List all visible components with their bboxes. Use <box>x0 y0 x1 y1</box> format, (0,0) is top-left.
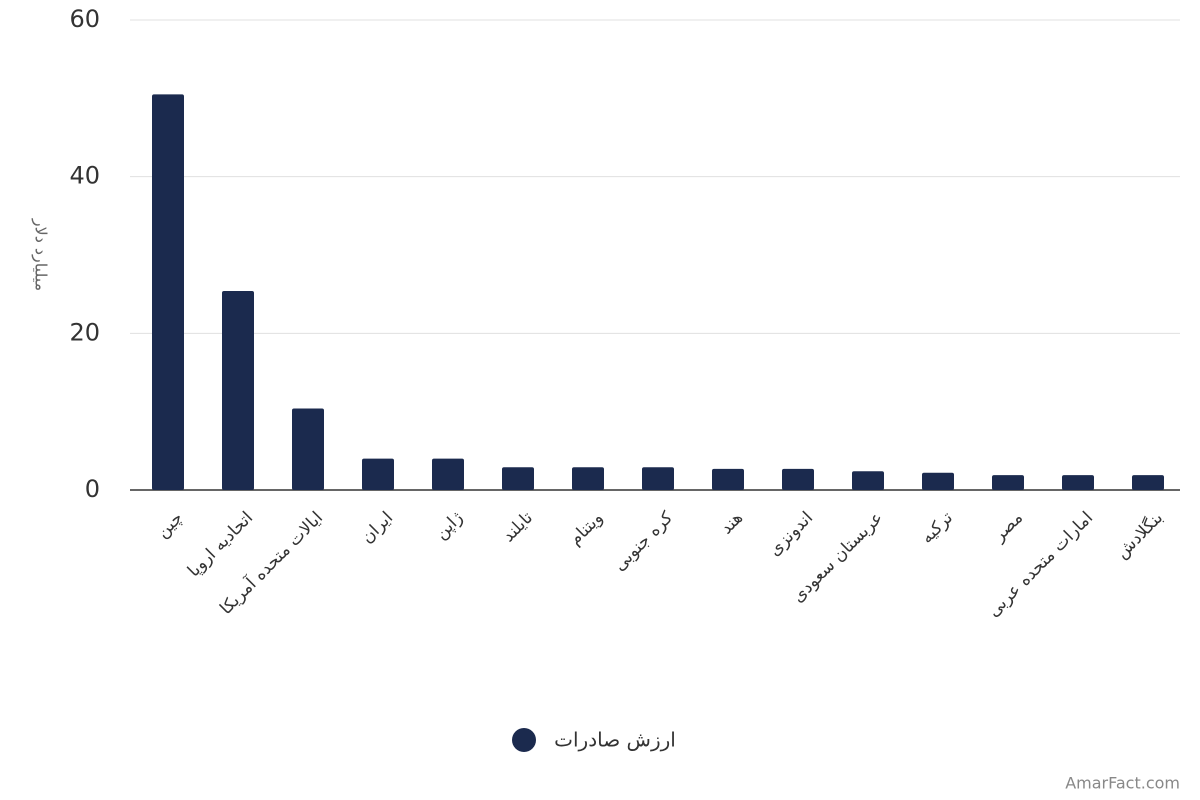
x-tick-label: اندونزی <box>765 508 817 560</box>
x-tick-label: اتحادیه اروپا <box>184 508 257 581</box>
y-tick-label: 20 <box>69 318 100 346</box>
bar <box>432 458 464 490</box>
x-tick-label: چین <box>153 508 187 542</box>
legend-label: ارزش صادرات <box>554 728 676 752</box>
y-axis-label: میلیارد دلار <box>31 218 51 291</box>
bar <box>222 291 254 490</box>
x-tick-label: کره جنوبی <box>610 507 678 575</box>
bar <box>782 468 814 490</box>
bar <box>642 467 674 490</box>
y-tick-label: 60 <box>69 5 100 33</box>
x-tick-label: ترکیه <box>917 508 957 548</box>
x-tick-label: ویتنام <box>565 508 607 550</box>
bar <box>922 472 954 490</box>
bar <box>362 458 394 490</box>
x-tick-label: بنگلادش <box>1111 507 1167 563</box>
bar <box>152 94 184 491</box>
bar <box>1132 475 1164 490</box>
legend-marker <box>512 728 536 752</box>
bar <box>572 467 604 490</box>
y-tick-label: 40 <box>69 162 100 190</box>
bar <box>852 471 884 490</box>
y-tick-label: 0 <box>85 475 100 503</box>
bar <box>502 467 534 490</box>
x-tick-label: مصر <box>989 508 1027 546</box>
x-tick-label: ایران <box>357 508 397 548</box>
x-tick-label: تایلند <box>499 508 538 547</box>
watermark: AmarFact.com <box>1065 774 1180 793</box>
x-tick-label: هند <box>717 508 747 538</box>
bar <box>292 408 324 490</box>
x-tick-label: ژاپن <box>431 508 467 544</box>
bar <box>712 468 744 490</box>
bar <box>992 475 1024 490</box>
bar <box>1062 475 1094 490</box>
